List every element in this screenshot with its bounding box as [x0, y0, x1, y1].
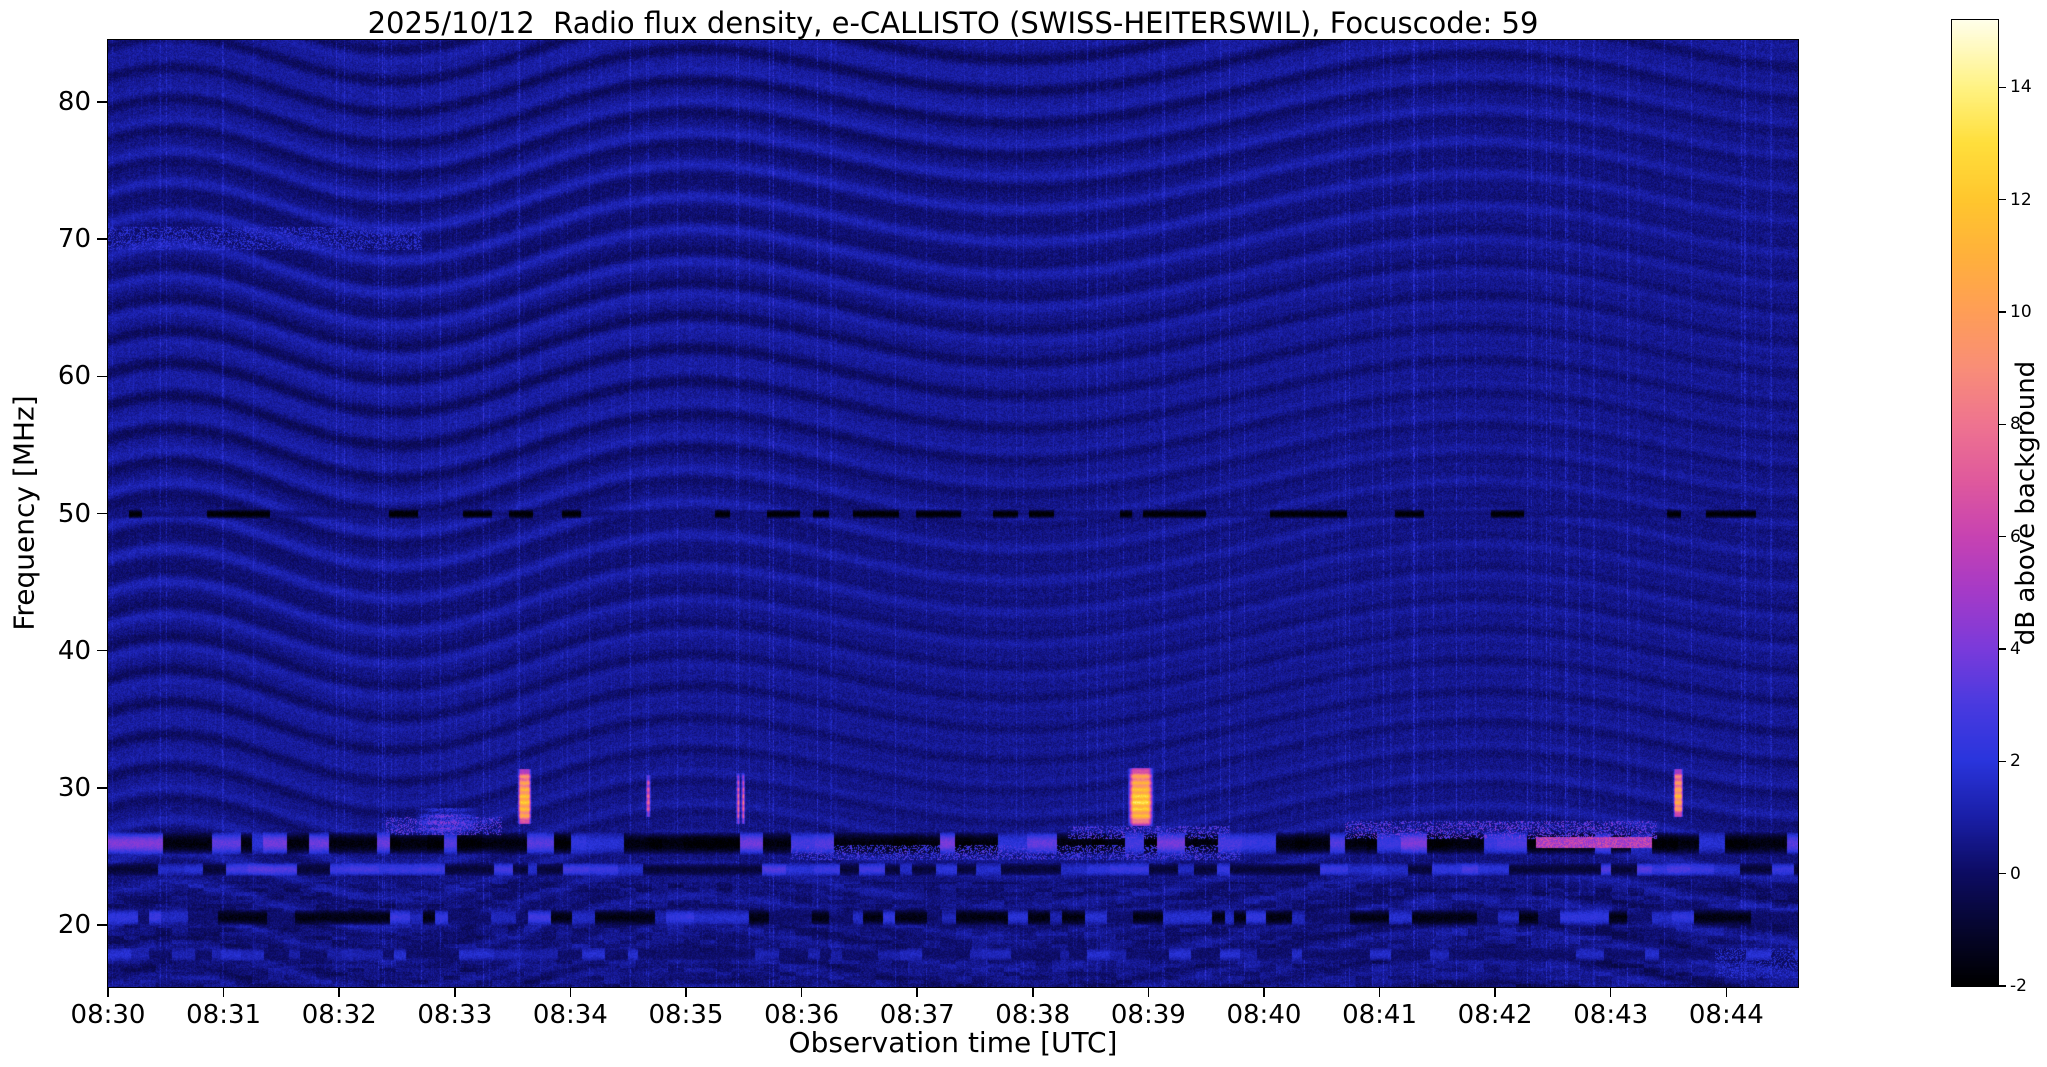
y-tick-label: 40: [57, 635, 91, 666]
colorbar-tick-label: 14: [2010, 77, 2032, 98]
colorbar-tick-label: 4: [2010, 639, 2021, 660]
x-tick-label: 08:37: [879, 1000, 955, 1030]
colorbar-tick-label: -2: [2010, 976, 2027, 996]
y-tick-mark: [97, 375, 107, 377]
colorbar-tick-label: 6: [2010, 526, 2021, 547]
colorbar-tick-mark: [1999, 985, 2006, 987]
y-tick-mark: [97, 512, 107, 515]
x-axis-label: Observation time [UTC]: [788, 1026, 1118, 1059]
colorbar-tick-mark: [1999, 648, 2006, 650]
x-tick-mark: [454, 988, 456, 997]
y-axis-label: Frequency [MHz]: [7, 395, 41, 631]
x-tick-mark: [1609, 988, 1612, 997]
y-tick-mark: [97, 238, 107, 240]
x-tick-mark: [1378, 988, 1381, 997]
y-tick-label: 30: [57, 772, 91, 803]
x-tick-label: 08:38: [995, 1000, 1071, 1030]
x-tick-label: 08:39: [1110, 1000, 1186, 1030]
x-tick-label: 08:36: [764, 1000, 840, 1030]
colorbar-tick-label: 12: [2010, 189, 2032, 210]
colorbar-tick-mark: [1999, 872, 2006, 875]
x-tick-label: 08:44: [1688, 1000, 1764, 1030]
x-tick-label: 08:32: [301, 1000, 377, 1030]
spectrogram-heatmap: [107, 39, 1799, 988]
colorbar-tick-label: 8: [2010, 414, 2021, 435]
x-tick-label: 08:40: [1226, 1000, 1302, 1030]
colorbar-tick-mark: [1999, 311, 2006, 313]
y-tick-mark: [97, 787, 107, 789]
x-tick-label: 08:41: [1342, 1000, 1417, 1030]
x-tick-mark: [338, 988, 340, 997]
colorbar-tick-label: 2: [2010, 751, 2021, 772]
x-tick-mark: [800, 988, 803, 997]
x-tick-label: 08:30: [70, 1000, 146, 1030]
x-tick-label: 08:35: [648, 1000, 724, 1030]
y-tick-mark: [97, 924, 107, 926]
x-tick-label: 08:33: [417, 1000, 493, 1030]
x-tick-mark: [1147, 988, 1150, 997]
y-tick-label: 70: [57, 224, 91, 254]
x-tick-mark: [222, 988, 225, 997]
y-tick-label: 20: [57, 910, 91, 941]
x-tick-mark: [1032, 988, 1034, 997]
y-tick-label: 60: [57, 361, 91, 392]
colorbar-tick-mark: [1999, 423, 2006, 426]
y-tick-mark: [97, 649, 107, 652]
colorbar-tick-mark: [1999, 760, 2006, 763]
colorbar-gradient: [1951, 19, 1999, 987]
colorbar-tick-label: 10: [2010, 302, 2032, 323]
y-tick-label: 80: [57, 86, 91, 117]
colorbar-tick-label: 0: [2010, 863, 2021, 884]
colorbar-tick-mark: [1999, 535, 2006, 538]
colorbar-label: dB above background: [2011, 360, 2041, 646]
y-tick-mark: [97, 101, 107, 103]
x-tick-mark: [685, 988, 687, 997]
x-tick-mark: [916, 988, 918, 997]
y-tick-label: 50: [57, 498, 91, 529]
x-tick-mark: [1725, 988, 1728, 997]
chart-title: 2025/10/12 Radio flux density, e-CALLIST…: [367, 6, 1539, 40]
x-tick-label: 08:34: [532, 1000, 608, 1030]
x-tick-label: 08:43: [1573, 1000, 1649, 1030]
x-tick-mark: [107, 988, 109, 997]
x-tick-mark: [1494, 988, 1496, 997]
x-tick-label: 08:42: [1457, 1000, 1533, 1030]
x-tick-mark: [569, 988, 572, 997]
colorbar-tick-mark: [1999, 198, 2006, 201]
colorbar-tick-mark: [1999, 86, 2006, 89]
x-tick-label: 08:31: [186, 1000, 262, 1030]
x-tick-mark: [1263, 988, 1265, 997]
